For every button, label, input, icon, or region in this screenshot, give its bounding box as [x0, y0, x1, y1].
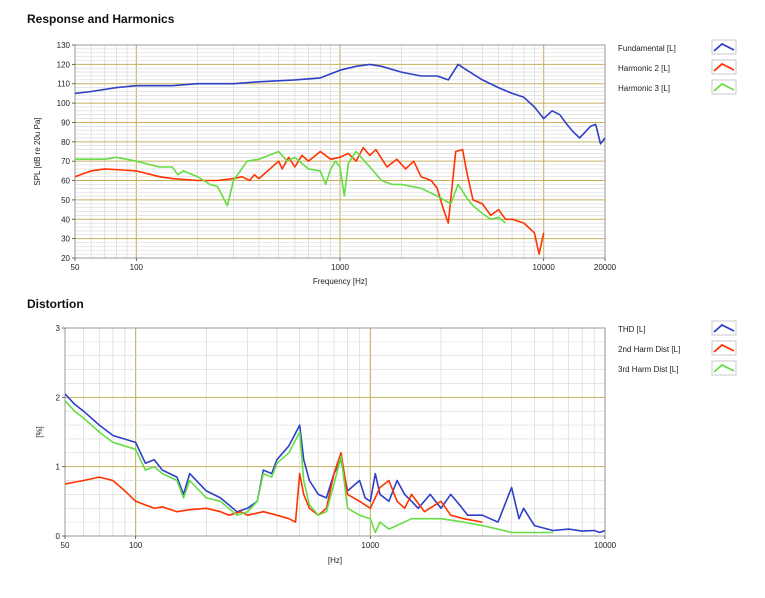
x-tick-label: 10000 [594, 541, 617, 550]
x-tick-label: 100 [130, 263, 144, 272]
y-tick-label: 20 [61, 254, 70, 263]
y-tick-label: 130 [57, 41, 71, 50]
legend-swatch-line-3 [713, 363, 735, 373]
y-tick-label: 50 [61, 196, 70, 205]
y-tick-label: 1 [56, 463, 61, 472]
y-tick-label: 2 [56, 393, 61, 402]
y-tick-label: 70 [61, 157, 70, 166]
legend-swatch-box-1 [711, 320, 737, 336]
legend-label-1: THD [L] [618, 325, 646, 334]
legend-swatch-box-2 [711, 59, 737, 75]
plot-frame [64, 327, 606, 537]
series-line-1 [75, 63, 606, 145]
x-tick-label: 50 [61, 541, 70, 550]
chart-title-response: Response and Harmonics [27, 12, 175, 26]
y-tick-label: 80 [61, 138, 70, 147]
chart-response: 20 30 40 50 60 70 80 90 100 110 120 130 50 100 1000 100… [33, 39, 737, 286]
y-tick-label: 40 [61, 215, 70, 224]
x-tick-label: 1000 [361, 541, 379, 550]
legend-label-1: Fundamental [L] [618, 44, 676, 53]
series-line-2 [65, 451, 483, 523]
legend-swatch-box-3 [711, 79, 737, 95]
legend-swatch-line-1 [713, 42, 735, 52]
y-tick-label: 120 [57, 60, 71, 69]
legend-swatch-line-3 [713, 82, 735, 92]
legend-label-2: Harmonic 2 [L] [618, 64, 670, 73]
chart-title-distortion: Distortion [27, 297, 84, 311]
x-axis-label: Frequency [Hz] [313, 277, 367, 286]
series-line-1 [65, 393, 606, 534]
x-tick-label: 20000 [594, 263, 617, 272]
legend-swatch-line-1 [713, 323, 735, 333]
y-tick-label: 90 [61, 118, 70, 127]
chart-distortion: 0 1 2 3 50 100 1000 10000 [Hz] [%] THD [L] 2nd Harm… [35, 320, 737, 565]
series-line-3 [65, 400, 553, 534]
y-tick-label: 3 [56, 324, 61, 333]
x-tick-label: 10000 [533, 263, 556, 272]
y-tick-label: 0 [56, 532, 61, 541]
x-tick-label: 50 [71, 263, 80, 272]
legend-swatch-box-3 [711, 360, 737, 376]
y-tick-label: 110 [57, 80, 70, 89]
y-axis-label: SPL [dB re 20u Pa] [33, 117, 42, 185]
y-tick-label: 60 [61, 177, 70, 186]
legend-swatch-line-2 [713, 343, 735, 353]
y-axis-label: [%] [35, 426, 44, 438]
legend-label-2: 2nd Harm Dist [L] [618, 345, 680, 354]
legend-label-3: 3rd Harm Dist [L] [618, 365, 678, 374]
legend-swatch-box-1 [711, 39, 737, 55]
y-tick-label: 30 [61, 235, 70, 244]
x-tick-label: 1000 [331, 263, 349, 272]
series-line-3 [75, 150, 507, 224]
y-tick-label: 100 [57, 99, 71, 108]
x-axis-label: [Hz] [328, 556, 342, 565]
legend-swatch-line-2 [713, 62, 735, 72]
series-line-2 [75, 146, 545, 255]
legend-label-3: Harmonic 3 [L] [618, 84, 670, 93]
legend-swatch-box-2 [711, 340, 737, 356]
x-tick-label: 100 [129, 541, 143, 550]
